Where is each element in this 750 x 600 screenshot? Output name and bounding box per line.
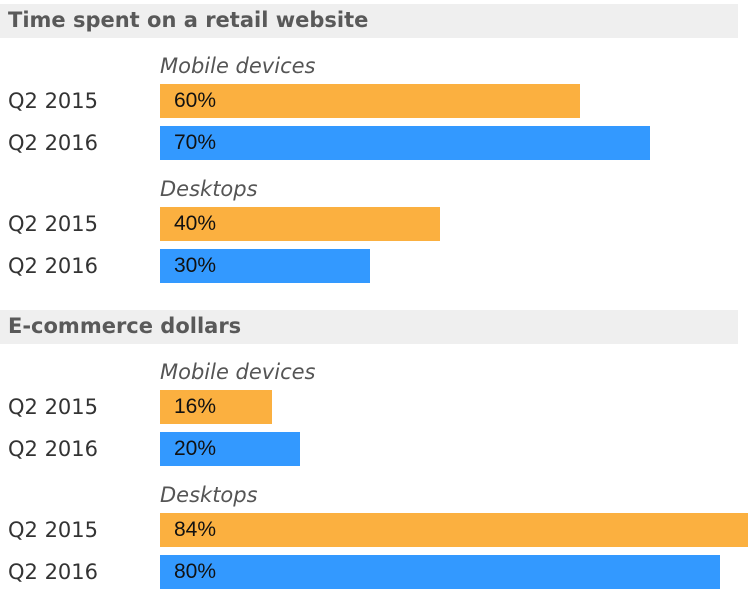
data-label: 60%: [174, 89, 217, 112]
row-label: Q2 2015: [8, 212, 99, 236]
bar: 70%: [160, 126, 650, 160]
row-label: Q2 2016: [8, 560, 99, 584]
row-label: Q2 2016: [8, 254, 99, 278]
bar: 60%: [160, 84, 580, 118]
row-label: Q2 2015: [8, 518, 99, 542]
bar: 20%: [160, 432, 300, 466]
bar: 40%: [160, 207, 440, 241]
row-label: Q2 2016: [8, 437, 99, 461]
row-label: Q2 2015: [8, 89, 99, 113]
group-title: Desktops: [160, 483, 258, 507]
data-label: 20%: [174, 437, 217, 460]
section-title: E-commerce dollars: [8, 314, 242, 338]
data-label: 80%: [174, 560, 217, 583]
section-header: E-commerce dollars: [0, 310, 738, 344]
data-label: 70%: [174, 131, 217, 154]
bar: 16%: [160, 390, 272, 424]
group-title: Desktops: [160, 177, 258, 201]
group-title: Mobile devices: [160, 54, 316, 78]
row-label: Q2 2015: [8, 395, 99, 419]
data-label: 84%: [174, 518, 217, 541]
bar: 84%: [160, 513, 748, 547]
data-label: 30%: [174, 254, 217, 277]
data-label: 40%: [174, 212, 217, 235]
bar: 80%: [160, 555, 720, 589]
row-label: Q2 2016: [8, 131, 99, 155]
section-title: Time spent on a retail website: [8, 8, 369, 32]
data-label: 16%: [174, 395, 217, 418]
bar: 30%: [160, 249, 370, 283]
section-header: Time spent on a retail website: [0, 4, 738, 38]
group-title: Mobile devices: [160, 360, 316, 384]
